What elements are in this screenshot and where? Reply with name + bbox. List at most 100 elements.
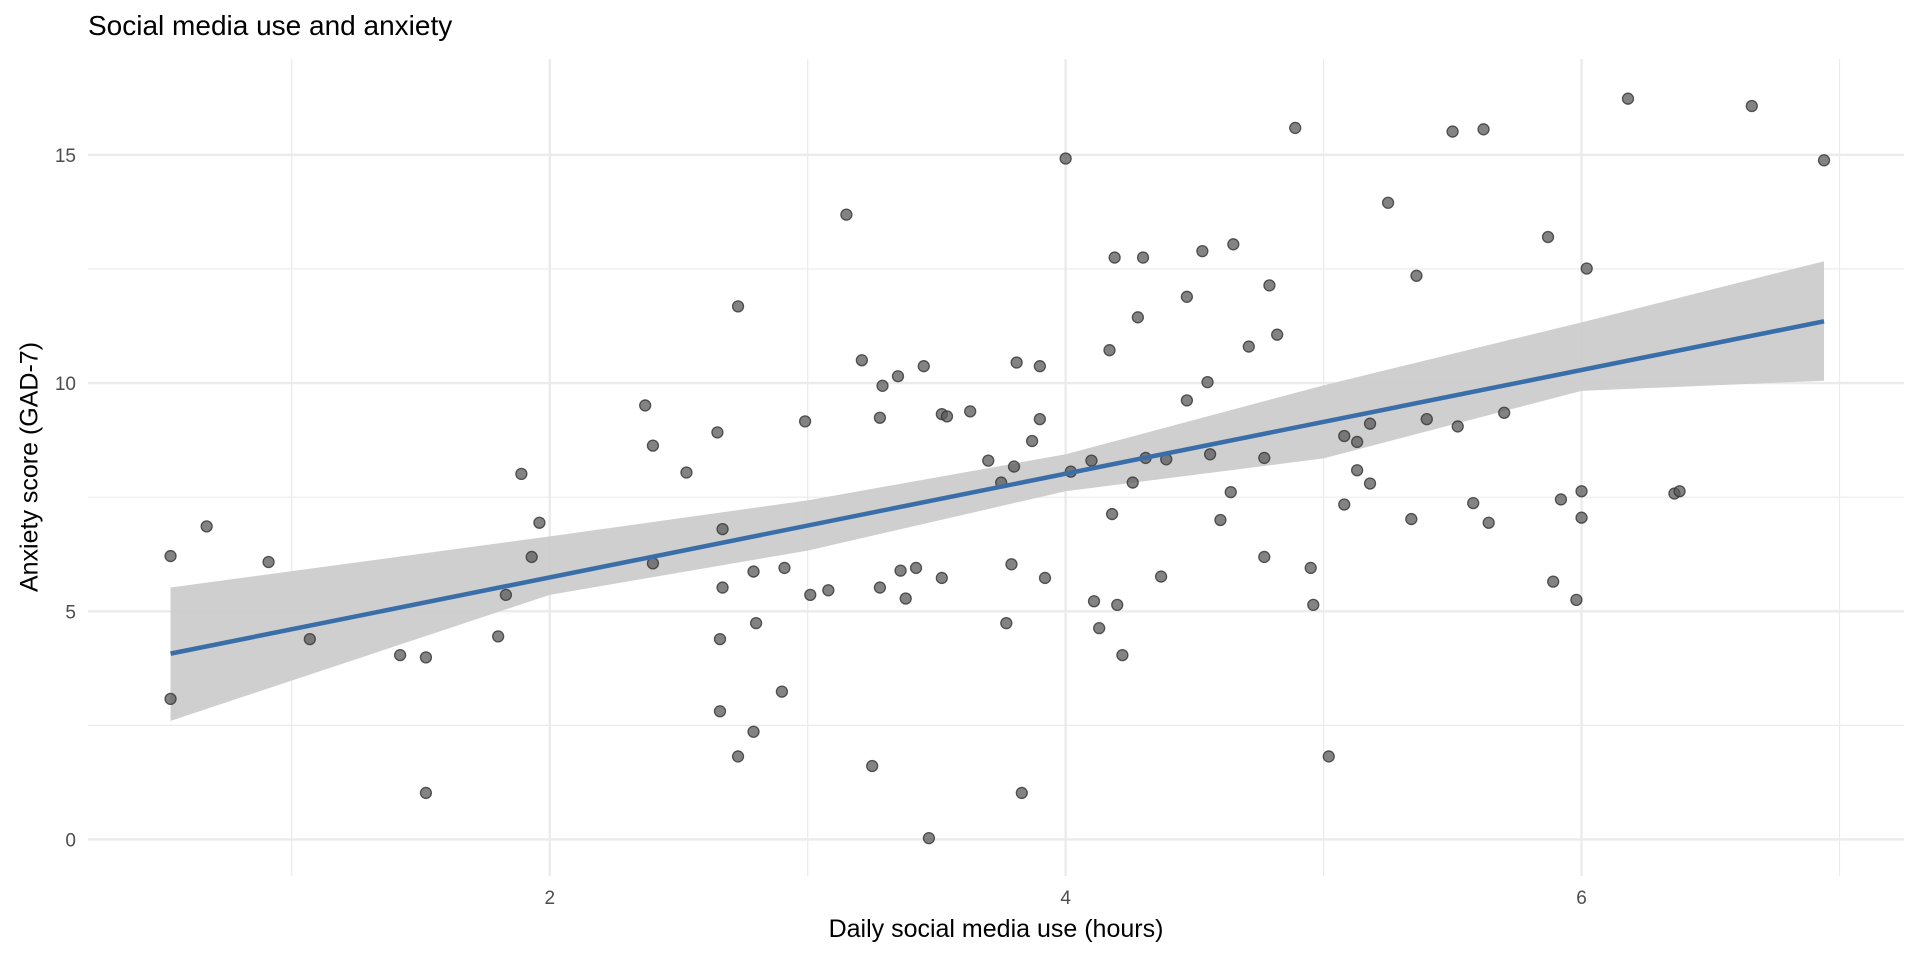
- data-point: [1033, 412, 1047, 426]
- data-point: [1105, 507, 1119, 521]
- data-point: [1242, 340, 1255, 353]
- data-point: [1136, 251, 1150, 264]
- chart-title: Social media use and anxiety: [88, 10, 453, 41]
- data-point: [964, 405, 977, 418]
- x-tick-label: 4: [1060, 888, 1071, 909]
- fit-line-group: [170, 319, 1825, 656]
- points: [164, 92, 1831, 845]
- data-point: [1817, 154, 1831, 167]
- data-point: [866, 759, 879, 773]
- data-point: [1180, 290, 1194, 303]
- data-point: [1059, 152, 1072, 165]
- data-point: [855, 354, 869, 367]
- data-point: [899, 592, 912, 605]
- data-point: [940, 410, 954, 423]
- data-point: [533, 516, 546, 529]
- data-point: [1258, 451, 1271, 465]
- data-point: [731, 300, 745, 313]
- data-point: [1467, 496, 1480, 510]
- data-point: [716, 581, 729, 594]
- data-point: [804, 588, 817, 601]
- data-point: [1482, 516, 1495, 529]
- data-point: [1093, 622, 1106, 635]
- data-point: [1201, 375, 1214, 389]
- data-point: [1196, 245, 1209, 258]
- data-point: [1025, 434, 1039, 448]
- data-point: [1575, 511, 1588, 524]
- confidence-band: [170, 261, 1825, 721]
- data-point: [515, 467, 528, 481]
- data-point: [1363, 477, 1377, 490]
- data-point: [491, 630, 505, 643]
- x-tick-label: 2: [544, 888, 555, 909]
- data-point: [1304, 561, 1317, 575]
- data-point: [917, 360, 930, 373]
- data-point: [1363, 417, 1377, 430]
- y-tick-label: 15: [55, 146, 76, 167]
- data-point: [873, 581, 887, 594]
- data-point: [716, 522, 729, 536]
- data-point: [822, 584, 835, 597]
- data-point: [1381, 196, 1395, 209]
- data-point: [1271, 328, 1284, 341]
- data-point: [840, 208, 853, 221]
- data-point: [1214, 513, 1227, 527]
- data-point: [1005, 558, 1018, 571]
- data-point: [1258, 550, 1271, 564]
- data-point: [1410, 269, 1423, 282]
- confidence-band-area: [170, 261, 1825, 721]
- x-axis-label: Daily social media use (hours): [828, 915, 1164, 943]
- data-point: [1015, 786, 1028, 800]
- data-point: [1203, 448, 1217, 461]
- data-point: [713, 705, 727, 718]
- data-point: [639, 399, 652, 412]
- data-point: [1575, 485, 1588, 498]
- data-point: [891, 370, 905, 383]
- data-point: [1338, 429, 1351, 443]
- data-point: [1350, 464, 1364, 477]
- data-point: [1126, 476, 1139, 489]
- data-point: [1307, 598, 1320, 612]
- data-point: [525, 550, 538, 564]
- data-point: [747, 565, 760, 578]
- data-point: [200, 520, 213, 533]
- data-point: [1338, 498, 1351, 511]
- data-point: [876, 379, 889, 392]
- data-point: [499, 588, 513, 601]
- data-point: [1085, 454, 1098, 467]
- data-point: [749, 616, 763, 630]
- data-point: [1111, 598, 1124, 612]
- data-point: [1108, 251, 1121, 264]
- data-point: [1154, 570, 1168, 583]
- data-point: [1541, 230, 1555, 244]
- data-point: [1000, 616, 1013, 630]
- data-point: [1322, 750, 1335, 763]
- data-point: [1673, 485, 1686, 498]
- data-point: [894, 564, 907, 577]
- grid: [88, 59, 1904, 876]
- y-tick-label: 5: [65, 602, 76, 623]
- data-point: [1087, 595, 1101, 608]
- data-point: [1263, 279, 1276, 292]
- data-point: [1033, 360, 1047, 373]
- data-point: [1745, 99, 1758, 113]
- y-tick-label: 10: [55, 374, 76, 395]
- data-point: [393, 648, 407, 662]
- data-point: [731, 750, 745, 763]
- data-point: [1103, 344, 1116, 357]
- data-point: [164, 692, 177, 706]
- data-point: [935, 571, 948, 585]
- data-point: [1580, 262, 1593, 275]
- data-point: [1224, 485, 1237, 499]
- data-point: [909, 561, 923, 575]
- data-point: [778, 561, 791, 575]
- data-point: [1621, 92, 1635, 105]
- data-point: [1446, 125, 1459, 138]
- data-point: [873, 411, 887, 424]
- data-point: [419, 786, 433, 800]
- data-point: [1405, 512, 1418, 526]
- fit-line: [170, 319, 1825, 656]
- data-point: [922, 831, 936, 845]
- data-point: [1289, 121, 1302, 135]
